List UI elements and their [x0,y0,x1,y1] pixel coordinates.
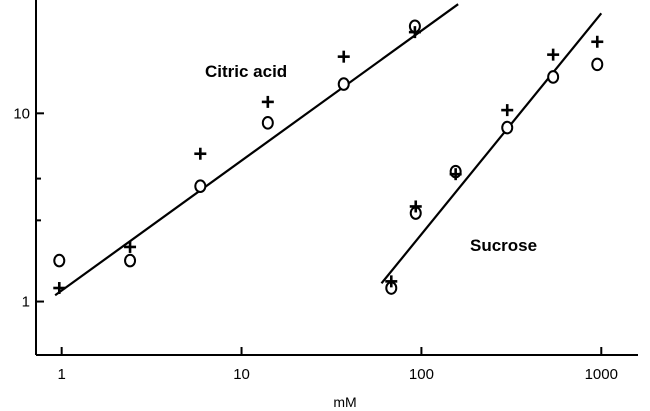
point-citric-acid-circle-0 [53,253,66,268]
point-citric-acid-plus-0 [53,282,66,295]
point-citric-acid-plus-5 [408,26,421,39]
point-sucrose-plus-3 [501,104,514,117]
y-tick-label-10: 10 [13,105,30,122]
point-citric-acid-plus-1 [124,240,137,253]
point-citric-acid-plus-4 [337,50,350,63]
series-label-citric-acid: Citric acid [205,62,287,81]
x-axis-title: mM [333,394,356,410]
axes [35,0,638,356]
point-sucrose-plus-1 [409,200,422,213]
data-points [53,19,604,295]
point-citric-acid-circle-1 [124,253,137,268]
point-sucrose-plus-4 [547,48,560,61]
x-tick-label-10: 10 [233,366,250,383]
point-citric-acid-plus-3 [261,95,274,108]
x-tick-label-100: 100 [409,366,434,383]
point-sucrose-circle-5 [591,57,604,72]
point-sucrose-plus-5 [591,35,604,48]
y-tick-label-1: 1 [22,294,30,311]
point-citric-acid-circle-3 [261,116,274,130]
ticks: 1 10 100 1000 1 10 [13,105,618,383]
point-citric-acid-circle-2 [194,179,207,194]
point-sucrose-circle-4 [547,70,560,84]
series-label-sucrose: Sucrose [470,236,537,255]
fit-line-citric-acid [54,3,459,297]
point-sucrose-plus-2 [449,168,462,181]
x-tick-label-1: 1 [57,366,65,383]
fit-lines [54,3,603,297]
point-sucrose-circle-3 [501,120,514,135]
fit-line-sucrose [380,12,603,284]
point-citric-acid-circle-4 [337,77,350,91]
point-sucrose-plus-0 [385,275,398,288]
x-tick-label-1000: 1000 [585,366,618,383]
point-citric-acid-plus-2 [194,147,207,160]
